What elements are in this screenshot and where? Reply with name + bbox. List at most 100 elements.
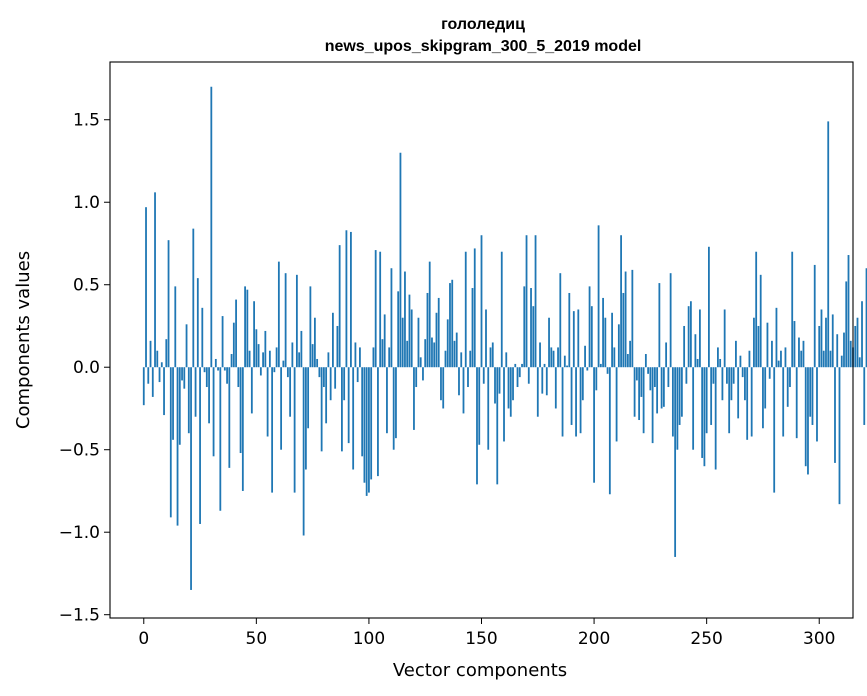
bar-component-253 (712, 367, 715, 384)
bar-component-237 (676, 367, 679, 450)
bar-component-260 (728, 367, 731, 434)
bar-component-301 (820, 309, 823, 368)
bar-component-153 (487, 367, 490, 450)
bar-component-247 (699, 309, 701, 368)
bar-component-114 (399, 152, 402, 368)
bar-component-82 (327, 352, 330, 368)
chart-title: гололедиц (441, 16, 525, 33)
bar-component-230 (660, 367, 663, 409)
bar-component-156 (494, 367, 496, 404)
bar-component-279 (771, 340, 773, 368)
bar-component-97 (361, 367, 364, 457)
bar-component-150 (480, 235, 483, 368)
bar-component-79 (320, 367, 323, 452)
bar-component-312 (845, 281, 848, 368)
bar-component-51 (257, 344, 260, 368)
bar-component-24 (196, 278, 199, 368)
bar-component-255 (717, 347, 719, 368)
x-axis-ticks: 0 50 100 150 200 250 300 (138, 618, 835, 649)
bar-component-250 (705, 367, 708, 434)
bar-component-36 (223, 367, 226, 371)
bar-component-223 (644, 354, 647, 368)
bar-component-193 (577, 309, 580, 368)
bar-component-256 (719, 358, 722, 368)
bar-component-107 (383, 314, 386, 368)
bar-component-159 (500, 251, 503, 368)
bar-component-149 (478, 367, 481, 445)
bar-component-34 (219, 367, 222, 511)
bar-component-178 (543, 363, 546, 368)
bar-component-71 (302, 367, 305, 536)
bar-component-88 (341, 367, 343, 452)
bar-component-320 (863, 367, 866, 425)
bar-component-277 (766, 322, 769, 368)
bar-component-180 (548, 317, 550, 368)
bar-component-209 (613, 347, 616, 368)
bar-component-56 (268, 350, 271, 368)
bar-component-305 (829, 350, 832, 368)
bar-component-314 (849, 340, 852, 368)
bar-component-167 (518, 367, 521, 378)
y-tick-label: 0.5 (73, 276, 100, 296)
bar-component-39 (230, 354, 233, 368)
bar-component-93 (352, 367, 355, 470)
bar-component-284 (782, 367, 785, 437)
bar-component-41 (235, 299, 237, 368)
bar-component-65 (289, 367, 292, 417)
bar-component-50 (255, 329, 258, 368)
bar-component-207 (608, 367, 611, 495)
bar-component-141 (460, 352, 463, 368)
bar-component-265 (739, 355, 742, 368)
bar-component-18 (183, 367, 186, 389)
bar-component-285 (784, 347, 787, 368)
bar-component-124 (422, 367, 424, 381)
bar-component-44 (241, 367, 244, 491)
bar-component-158 (498, 367, 501, 394)
bar-component-294 (804, 367, 807, 467)
bar-component-208 (611, 312, 613, 368)
x-tick-label: 200 (578, 629, 610, 649)
bar-component-221 (640, 367, 643, 397)
bar-component-282 (777, 360, 780, 368)
bar-component-63 (284, 273, 287, 368)
bar-component-17 (181, 367, 183, 381)
bar-component-115 (401, 317, 404, 368)
bar-component-33 (217, 367, 219, 371)
bar-component-146 (471, 288, 474, 368)
bar-component-266 (741, 367, 744, 378)
bar-component-122 (417, 317, 420, 368)
bar-component-283 (780, 350, 782, 368)
bar-component-251 (708, 246, 710, 368)
bar-component-42 (237, 367, 240, 388)
x-tick-label: 50 (246, 629, 268, 649)
bar-component-176 (539, 342, 541, 368)
bar-component-68 (295, 274, 298, 368)
bar-component-128 (431, 337, 433, 368)
bar-component-125 (424, 339, 427, 368)
bar-component-239 (680, 367, 683, 417)
bar-component-210 (615, 367, 618, 442)
x-tick-label: 250 (690, 629, 722, 649)
bar-component-112 (395, 367, 397, 439)
bar-component-48 (250, 367, 253, 414)
bar-component-232 (665, 342, 668, 368)
bar-component-3 (149, 340, 152, 368)
bar-component-229 (658, 283, 661, 368)
y-axis-label: Components values (13, 251, 34, 429)
bar-component-165 (514, 363, 517, 368)
bar-component-57 (271, 367, 274, 493)
bar-component-303 (825, 317, 827, 368)
bar-component-140 (458, 367, 460, 396)
bar-component-2 (147, 367, 150, 384)
bar-component-236 (674, 367, 677, 557)
bar-component-263 (735, 340, 737, 368)
bar-component-95 (356, 367, 359, 383)
bar-component-16 (178, 367, 181, 445)
bar-component-25 (199, 367, 201, 524)
bar-component-86 (336, 325, 339, 368)
bar-component-307 (834, 367, 836, 463)
bar-component-233 (667, 367, 670, 388)
bar-component-11 (167, 240, 170, 368)
bar-component-244 (692, 367, 695, 450)
bar-component-4 (151, 367, 154, 397)
